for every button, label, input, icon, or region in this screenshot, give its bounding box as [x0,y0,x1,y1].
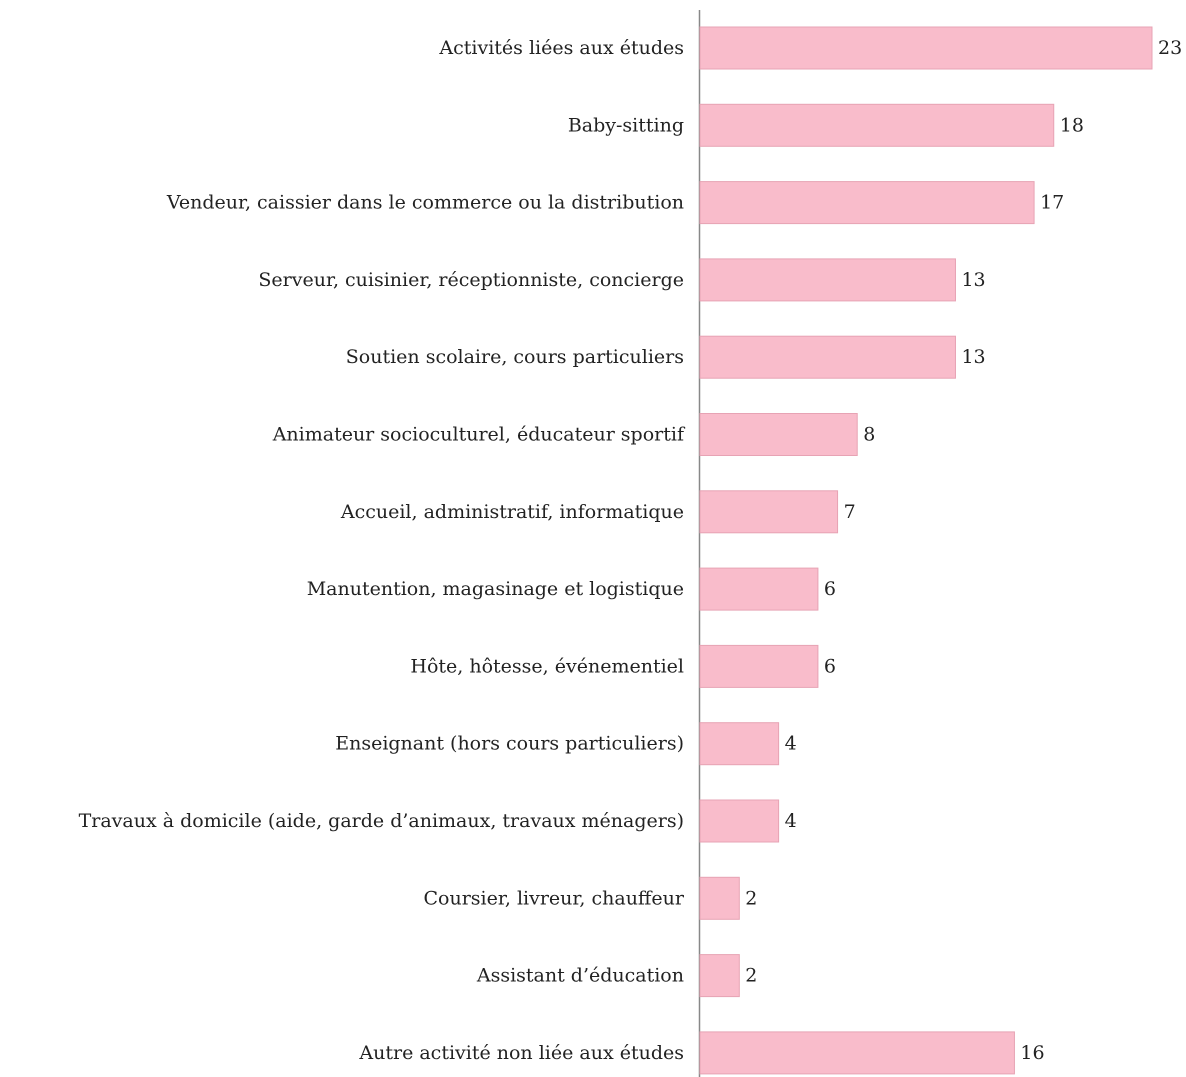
bar [699,954,740,998]
value-label: 6 [824,655,836,677]
value-label: 6 [824,578,836,600]
value-label: 4 [785,810,797,832]
category-label: Hôte, hôtesse, événementiel [410,655,684,677]
bar [699,876,740,920]
category-label: Assistant d’éducation [476,965,684,987]
bar [699,644,819,688]
value-label: 4 [785,733,797,755]
value-label: 7 [844,501,856,523]
category-label: Baby-sitting [568,114,684,136]
value-label: 2 [745,887,757,909]
value-label: 18 [1060,114,1084,136]
category-label: Animateur socioculturel, éducateur sport… [272,424,686,446]
category-label: Coursier, livreur, chauffeur [424,887,685,909]
bar [699,335,956,379]
category-label: Vendeur, caissier dans le commerce ou la… [166,192,684,214]
category-label: Autre activité non liée aux études [358,1042,684,1064]
bar [699,413,858,456]
category-label: Enseignant (hors cours particuliers) [335,733,684,755]
value-label: 2 [745,965,757,987]
bar [699,181,1035,225]
category-label: Travaux à domicile (aide, garde d’animau… [79,810,684,832]
category-label: Accueil, administratif, informatique [340,501,684,523]
category-label: Soutien scolaire, cours particuliers [346,346,684,368]
bar [699,567,819,611]
bar [699,26,1153,70]
value-label: 17 [1040,192,1064,214]
value-label: 16 [1020,1042,1044,1064]
bar [699,1031,1015,1075]
category-label: Manutention, magasinage et logistique [307,578,684,600]
value-label: 8 [863,424,875,446]
bar [699,258,956,302]
bar [699,490,839,534]
value-label: 23 [1158,37,1182,59]
bar [699,103,1055,147]
bar [699,799,780,843]
bar [699,722,780,766]
value-label: 13 [961,346,985,368]
category-label: Activités liées aux études [438,37,684,59]
value-label: 13 [961,269,985,291]
category-label: Serveur, cuisinier, réceptionniste, conc… [258,269,684,291]
